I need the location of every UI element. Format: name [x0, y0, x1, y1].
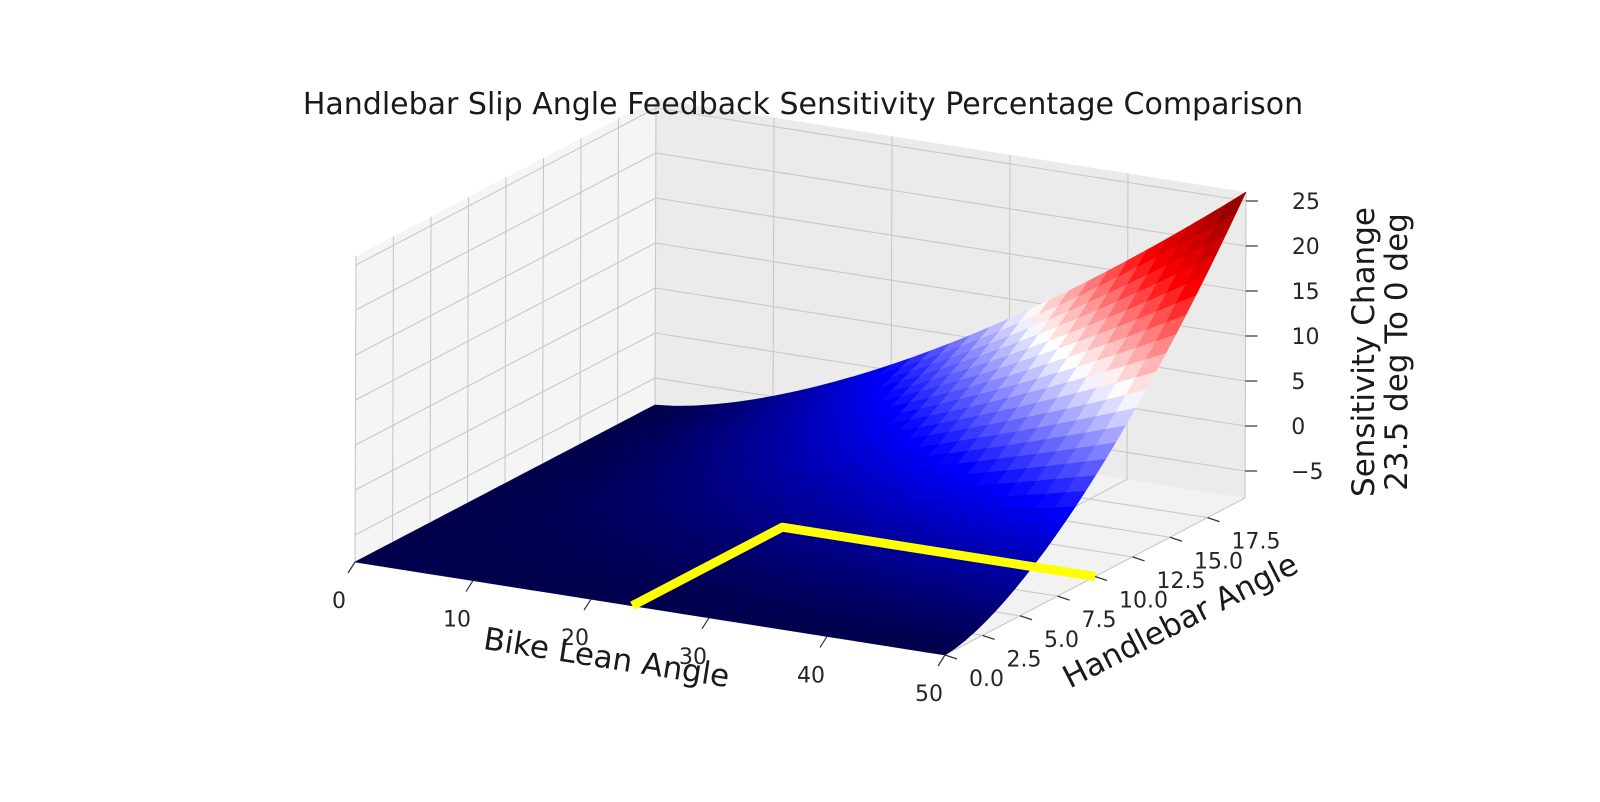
z-tick-label: 25: [1292, 190, 1320, 215]
x-tick-label: 10: [443, 608, 471, 633]
y-tick-mark: [1132, 556, 1145, 562]
grid-line-z-left: [355, 152, 657, 311]
grid-line-y-left: [616, 118, 620, 425]
z-axis-label: Sensitivity Change23.5 deg To 0 deg: [1346, 207, 1415, 497]
grid-line-z-left: [355, 197, 656, 356]
x-tick-label: 20: [561, 626, 589, 651]
z-axis-label-line: Sensitivity Change: [1346, 207, 1382, 497]
grid-line-y-left: [354, 255, 357, 563]
grid-line-z-left: [355, 287, 656, 446]
highlight-line-group: [630, 522, 1096, 610]
y-tick-mark: [1169, 536, 1183, 542]
x-tick-mark: [583, 598, 592, 611]
grid-line-y-left: [429, 216, 432, 523]
surface-patch: [924, 645, 956, 656]
grid-line-z-left: [355, 107, 657, 266]
grid-line-y-left: [579, 138, 582, 445]
y-tick-mark: [1094, 575, 1108, 582]
z-axis-label-line: 23.5 deg To 0 deg: [1379, 213, 1415, 491]
grid-line-z-back: [655, 107, 1247, 202]
x-tick-mark: [347, 561, 356, 574]
y-tick-label: 5.0: [1044, 628, 1079, 653]
y-tick-mark: [1019, 615, 1033, 621]
y-tick-label: 15.0: [1194, 549, 1243, 574]
axis-ticks: 010203040500.02.55.07.510.012.515.017.5−…: [332, 190, 1324, 707]
grid-line-z-left: [354, 377, 656, 536]
grid-line-x-back: [654, 98, 657, 406]
x-tick-mark: [937, 654, 946, 667]
grid-line-x-back: [1244, 191, 1247, 499]
z-tick-label: 15: [1292, 280, 1320, 305]
grid-line-y-left: [391, 236, 395, 543]
x-tick-label: 40: [797, 663, 825, 688]
x-tick-label: 50: [915, 682, 943, 707]
x-tick-mark: [465, 580, 474, 592]
y-tick-label: 7.5: [1082, 608, 1117, 633]
y-tick-mark: [1057, 595, 1070, 601]
x-tick-label: 0: [332, 589, 346, 614]
z-tick-label: 10: [1292, 325, 1320, 350]
z-tick-label: 0: [1291, 415, 1305, 440]
z-tick-label: 5: [1291, 370, 1305, 395]
grid-line-x-back: [772, 117, 775, 424]
grid-line-z-left: [355, 242, 656, 401]
y-tick-mark: [982, 634, 995, 640]
grid-line-y-left: [466, 197, 470, 504]
x-tick-label: 30: [679, 645, 707, 670]
y-tick-label: 10.0: [1119, 589, 1168, 614]
x-tick-mark: [701, 617, 710, 630]
y-tick-mark: [1207, 517, 1220, 523]
y-tick-label: 2.5: [1007, 647, 1042, 672]
grid-line-z-back: [655, 152, 1246, 247]
surface: [354, 191, 1247, 656]
grid-line-y-left: [504, 177, 507, 484]
y-tick-label: 17.5: [1232, 530, 1281, 555]
highlight-line: [630, 522, 1096, 610]
x-tick-mark: [819, 636, 828, 648]
y-tick-label: 0.0: [969, 667, 1004, 692]
grid-line-y-left: [541, 157, 545, 464]
z-tick-label: −5: [1291, 460, 1323, 485]
y-tick-label: 12.5: [1157, 569, 1206, 594]
z-tick-label: 20: [1292, 235, 1320, 260]
y-tick-mark: [944, 654, 958, 660]
grid-line-z-left: [354, 332, 656, 491]
chart-title: Handlebar Slip Angle Feedback Sensitivit…: [303, 87, 1303, 122]
x-axis-label: Bike Lean Angle: [481, 621, 732, 695]
